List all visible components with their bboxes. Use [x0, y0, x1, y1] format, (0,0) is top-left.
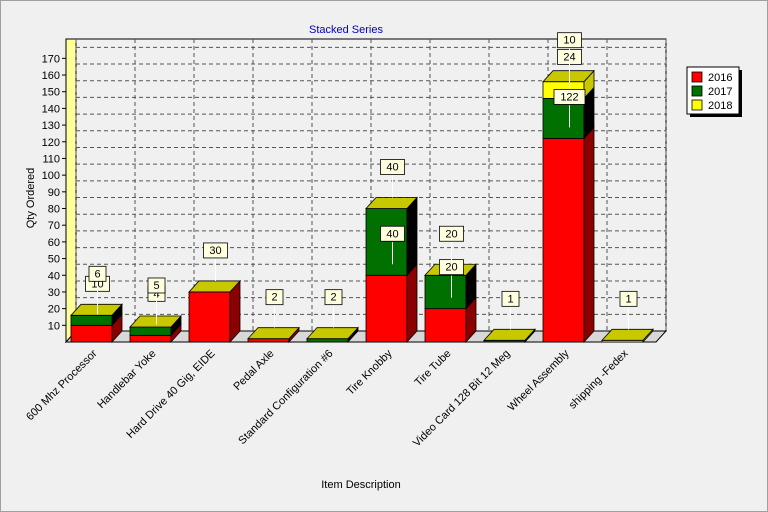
bar-top [247, 327, 300, 340]
y-tick-label: 110 [42, 153, 60, 165]
y-tick-label: 60 [48, 237, 60, 249]
data-label: 40 [386, 162, 398, 174]
bar-segment-side [406, 263, 418, 344]
bar-segment [365, 274, 408, 343]
y-tick-label: 40 [48, 270, 60, 282]
bar-top [365, 197, 418, 209]
bar-segment [365, 208, 408, 276]
x-tick-label: Video Card 128 Bit 12 Meg [411, 348, 513, 450]
y-tick-label: 30 [48, 287, 60, 299]
bar-segment [129, 334, 172, 343]
x-tick-label: 600 Mhz Processor [24, 347, 100, 423]
data-label-box [324, 289, 343, 306]
y-axis-title: Qty Ordered [25, 168, 37, 229]
legend-entry: 2018 [708, 100, 732, 112]
y-tick-label: 150 [42, 87, 60, 99]
data-label-box [380, 159, 405, 175]
bar-top [483, 328, 536, 341]
y-tick-label: 10 [48, 320, 60, 332]
x-tick-label: Standard Configuration #6 [236, 348, 335, 447]
x-axis-title: Item Description [321, 479, 400, 491]
bar-top [129, 315, 182, 328]
y-tick-label: 20 [48, 304, 60, 316]
data-label-box [380, 225, 405, 242]
chart-title: Stacked Series [309, 24, 383, 36]
bar-segment [424, 308, 467, 343]
data-label-box [557, 32, 582, 49]
legend-entry: 2017 [708, 86, 732, 98]
bar-segment-side [406, 196, 418, 277]
y-tick-label: 90 [48, 187, 60, 199]
x-tick-label: Tire Knobby [344, 347, 394, 397]
left-wall [65, 38, 77, 344]
data-label-box [553, 89, 586, 105]
data-label-box [147, 277, 166, 294]
bar-segment [188, 291, 231, 343]
x-tick-label: shipping -Fedex [567, 347, 631, 411]
legend: 2016 2017 2018 [686, 66, 742, 117]
data-label: 20 [445, 262, 457, 274]
data-label-box [88, 265, 107, 282]
legend-entry: 2016 [708, 72, 732, 84]
bar-segment-side [583, 126, 595, 344]
data-label-box [501, 290, 520, 307]
bar-top [601, 328, 654, 341]
y-tick-label: 100 [42, 170, 60, 182]
bar-segment [306, 338, 349, 343]
bar-segment [247, 338, 290, 343]
data-labels: 10645302240402020112224101 [85, 32, 638, 330]
bar-segment [424, 274, 467, 310]
bar-top [542, 70, 595, 83]
data-label: 40 [386, 228, 398, 240]
data-label: 6 [94, 268, 100, 280]
y-axis-ticks: 10 20 30 40 50 60 70 80 90 100 110 120 130 140 150 160 1… [42, 53, 66, 332]
data-label-box [439, 225, 464, 242]
data-label: 10 [563, 35, 575, 47]
data-label: 1 [625, 293, 631, 305]
data-label: 20 [445, 228, 457, 240]
x-tick-label: Handlebar Yoke [95, 348, 158, 411]
legend-swatch [691, 99, 703, 111]
bar-top [306, 327, 359, 340]
data-label-box [619, 290, 638, 307]
bar-segment [70, 314, 113, 326]
bar-segment [129, 326, 172, 336]
data-label-box [265, 289, 284, 306]
y-tick-label: 120 [42, 137, 60, 149]
x-tick-label: Wheel Assembly [506, 347, 572, 413]
y-tick-label: 70 [48, 220, 60, 232]
data-label: 30 [209, 245, 221, 257]
bar-top [188, 280, 241, 293]
y-tick-label: 170 [42, 53, 60, 65]
y-tick-label: 50 [48, 254, 60, 266]
data-label: 5 [153, 280, 159, 292]
bar-top [70, 303, 123, 316]
legend-swatch [691, 85, 703, 97]
x-tick-label: Tire Tube [413, 348, 454, 389]
legend-swatch [691, 71, 703, 83]
data-label: 122 [560, 91, 578, 103]
data-label: 2 [330, 292, 336, 304]
y-tick-label: 80 [48, 204, 60, 216]
y-tick-label: 140 [42, 103, 60, 115]
bar-segment [542, 138, 585, 343]
data-label: 1 [507, 293, 513, 305]
y-tick-label: 160 [42, 70, 60, 82]
x-tick-label: Pedal Axle [231, 348, 276, 393]
data-label-box [203, 242, 228, 259]
data-label: 2 [271, 292, 277, 304]
bar-segment [70, 324, 113, 343]
y-tick-label: 130 [42, 120, 60, 132]
